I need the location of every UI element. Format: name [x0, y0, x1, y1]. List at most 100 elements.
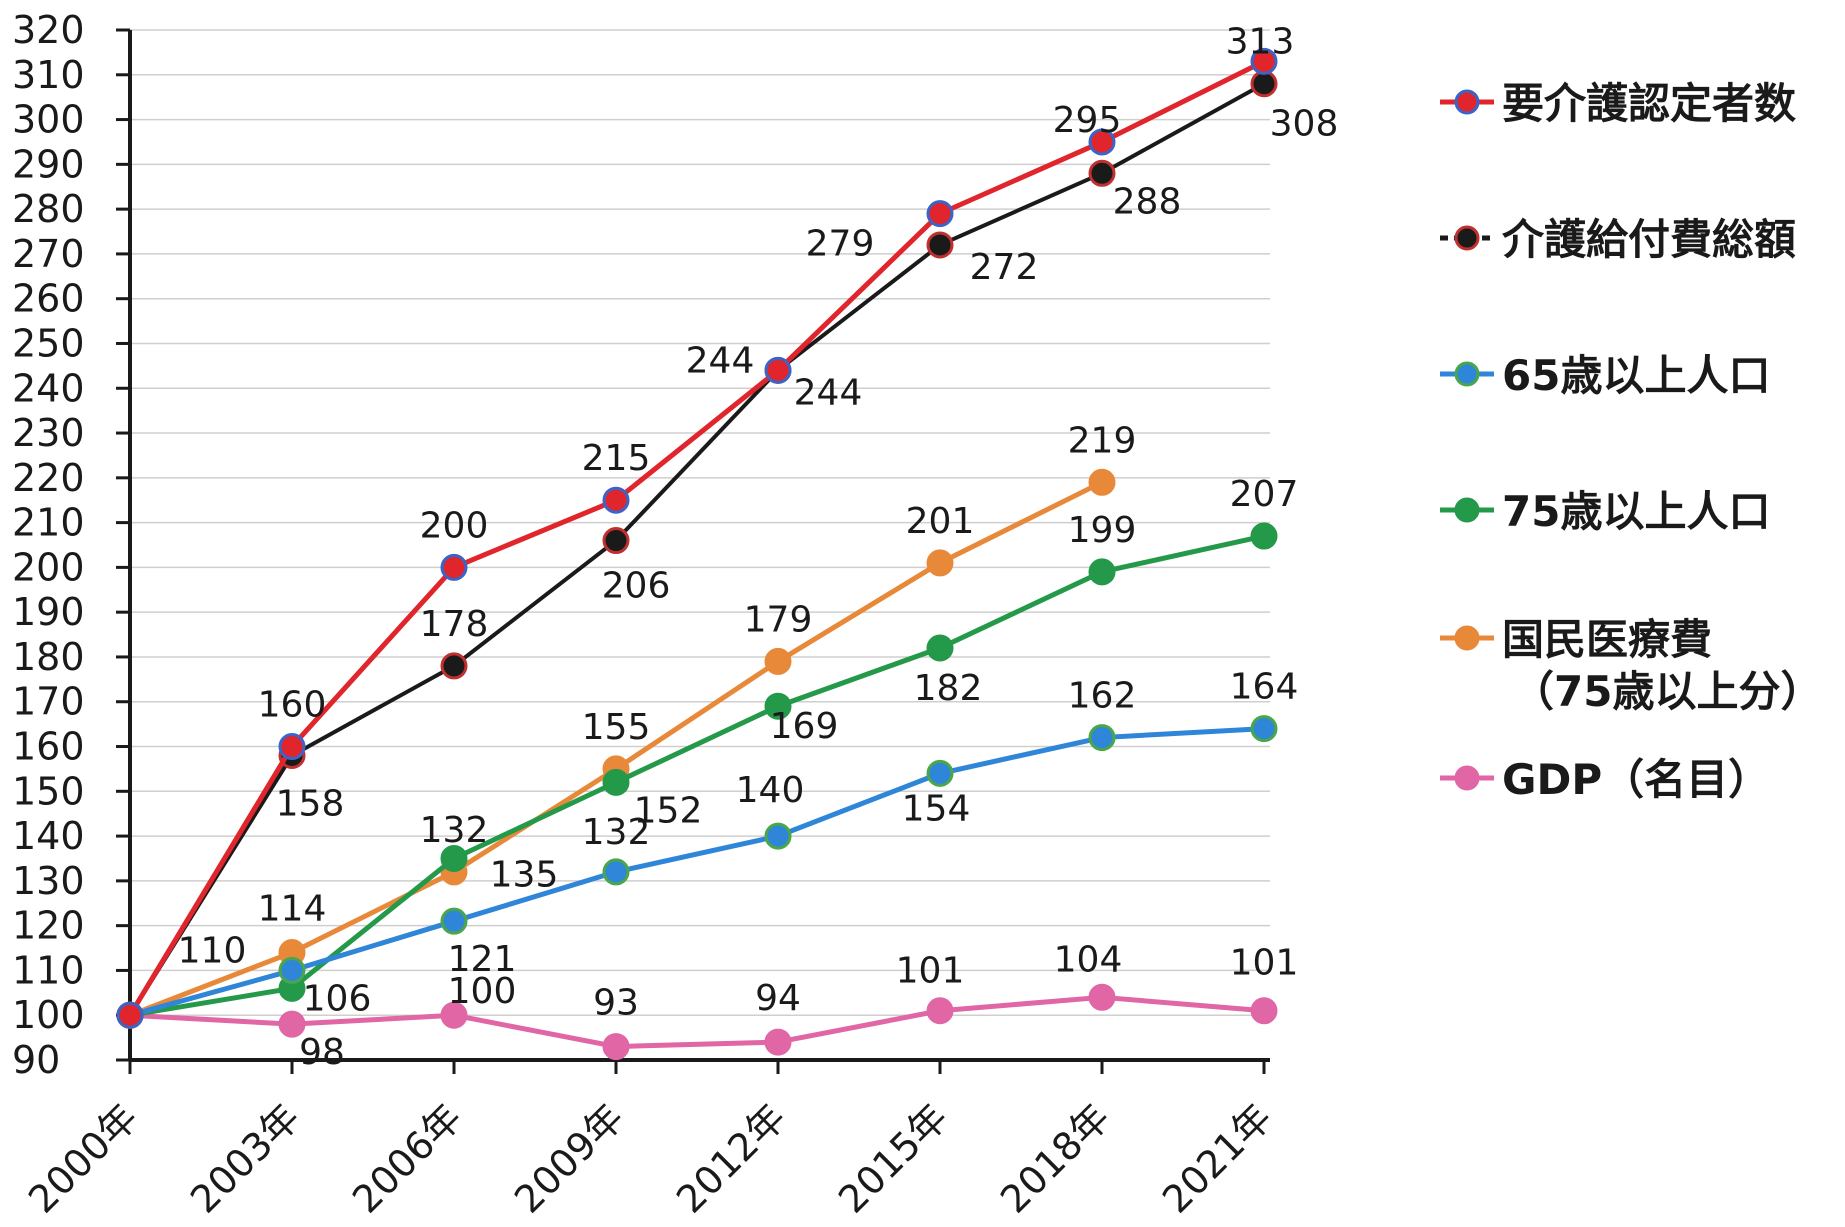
data-point-certified [764, 356, 792, 384]
data-label-medical: 219 [1068, 420, 1137, 461]
data-point-medical [1088, 468, 1116, 496]
x-tick-label: 2000年 [20, 1095, 146, 1221]
legend-marker-benefit [1454, 225, 1480, 251]
data-point-pop75 [602, 768, 630, 796]
y-tick-label: 140 [12, 814, 85, 858]
x-tick-label: 2006年 [344, 1095, 470, 1221]
x-axis-tick-labels: 2000年 2003年 2006年 2009年 2012年 2015年 2018年 2021年 [20, 1095, 1280, 1221]
series-line-certified [127, 59, 1266, 1017]
legend-label-medical: （75歳以上分） [1512, 667, 1822, 716]
y-tick-label: 280 [12, 187, 85, 231]
data-label-gdp: 101 [1230, 943, 1299, 984]
data-point-pop65 [926, 759, 954, 787]
data-point-certified [1088, 128, 1116, 156]
data-point-certified [602, 486, 630, 514]
data-label-gdp: 98 [299, 1032, 345, 1073]
y-tick-label: 210 [12, 501, 85, 545]
data-point-gdp [602, 1033, 630, 1061]
legend-marker-gdp [1454, 765, 1480, 791]
data-point-benefit [602, 527, 630, 555]
data-point-certified [116, 1001, 144, 1029]
data-label-benefit: 206 [602, 566, 671, 607]
legend-label-gdp: GDP（名目） [1502, 755, 1770, 804]
data-point-gdp [440, 1001, 468, 1029]
data-point-certified [926, 200, 954, 228]
x-tick-label: 2021年 [1154, 1095, 1280, 1221]
data-point-certified [278, 733, 306, 761]
series-line-medical [129, 480, 1104, 1018]
data-label-gdp: 94 [755, 978, 801, 1019]
y-tick-label: 100 [12, 993, 85, 1037]
x-tick-label: 2003年 [182, 1095, 308, 1221]
y-tick-label: 180 [12, 635, 85, 679]
data-label-medical: 155 [582, 707, 651, 748]
data-labels: 160 200 215 244 279 295 313 158 178 206 244 272 288 3… [178, 21, 1339, 1073]
data-label-pop75: 152 [634, 790, 703, 831]
data-label-certified: 244 [686, 340, 755, 381]
data-label-medical: 114 [258, 889, 327, 930]
data-label-gdp: 93 [593, 983, 639, 1024]
data-point-pop65 [764, 822, 792, 850]
data-label-pop75: 135 [490, 854, 559, 895]
legend-marker-medical [1454, 625, 1480, 651]
y-tick-label: 220 [12, 456, 85, 500]
data-point-benefit [1250, 70, 1278, 98]
data-label-pop65: 162 [1068, 676, 1137, 717]
data-point-pop75 [926, 634, 954, 662]
legend-label-medical: 国民医療費 [1502, 615, 1712, 664]
legend-label-certified: 要介護認定者数 [1502, 79, 1796, 128]
data-label-benefit: 244 [794, 372, 863, 413]
data-point-gdp [1088, 983, 1116, 1011]
y-tick-label: 320 [12, 8, 85, 52]
data-label-medical: 201 [906, 501, 975, 542]
x-tick-label: 2012年 [668, 1095, 794, 1221]
data-label-benefit: 288 [1113, 181, 1182, 222]
data-label-pop75: 106 [303, 978, 372, 1019]
series-lines [116, 47, 1278, 1061]
y-tick-label: 190 [12, 590, 85, 634]
y-tick-label: 160 [12, 725, 85, 769]
data-point-gdp [278, 1010, 306, 1038]
x-tick-label: 2018年 [992, 1095, 1118, 1221]
data-point-pop65 [440, 907, 468, 935]
data-label-pop75: 169 [770, 706, 839, 747]
data-label-pop75: 182 [914, 668, 983, 709]
data-label-certified: 313 [1226, 21, 1295, 62]
data-label-certified: 295 [1053, 100, 1122, 141]
data-point-gdp [764, 1028, 792, 1056]
data-point-pop75 [440, 844, 468, 872]
y-axis-tick-labels: 9010011012013014015016017018019020021022… [12, 8, 85, 1082]
data-point-gdp [926, 997, 954, 1025]
x-tick-label: 2009年 [506, 1095, 632, 1221]
y-tick-label: 310 [12, 53, 85, 97]
data-label-gdp: 100 [448, 971, 517, 1012]
data-label-pop65: 154 [902, 788, 971, 829]
data-point-pop75 [1088, 558, 1116, 586]
data-point-gdp [1250, 997, 1278, 1025]
legend-label-pop65: 65歳以上人口 [1502, 351, 1770, 400]
data-label-benefit: 158 [276, 783, 345, 824]
data-point-benefit [926, 231, 954, 259]
data-point-pop65 [602, 858, 630, 886]
data-point-pop75 [764, 692, 792, 720]
data-point-pop75 [1250, 522, 1278, 550]
y-tick-label: 240 [12, 366, 85, 410]
y-tick-label: 90 [12, 1038, 60, 1082]
y-tick-label: 170 [12, 680, 85, 724]
data-point-medical [926, 549, 954, 577]
data-label-medical: 179 [744, 599, 813, 640]
data-label-pop65: 110 [178, 930, 247, 971]
data-label-pop65: 121 [448, 939, 517, 980]
y-tick-label: 260 [12, 277, 85, 321]
data-point-benefit [1088, 159, 1116, 187]
data-label-gdp: 101 [896, 951, 965, 992]
y-tick-label: 250 [12, 321, 85, 365]
data-label-certified: 279 [806, 224, 875, 265]
data-label-benefit: 308 [1270, 104, 1339, 145]
data-label-certified: 160 [258, 685, 327, 726]
y-tick-label: 200 [12, 545, 85, 589]
legend-label-pop75: 75歳以上人口 [1502, 487, 1770, 536]
data-point-benefit [440, 652, 468, 680]
data-label-pop75: 207 [1230, 474, 1299, 515]
